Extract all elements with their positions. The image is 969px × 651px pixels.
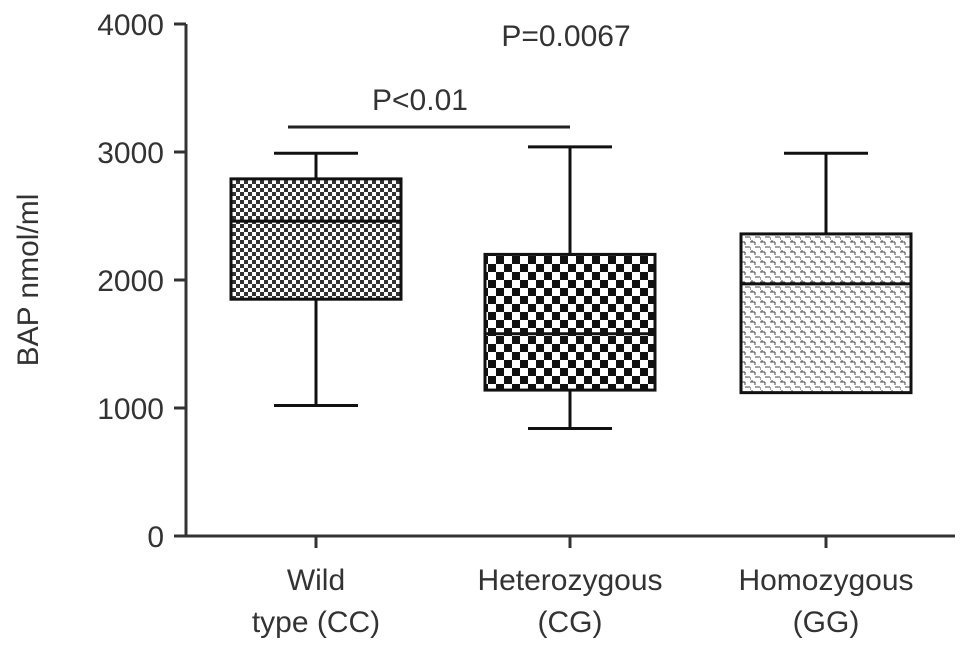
y-tick-label: 0 [147,521,164,554]
box-iqr [483,252,657,392]
x-tick-label: (GG) [793,606,860,639]
y-axis-label: BAP nmol/ml [12,194,45,367]
y-tick-label: 1000 [97,393,164,426]
x-tick-label: (CG) [538,606,603,639]
y-tick-label: 2000 [97,265,164,298]
annotations: P=0.0067 P<0.01 [288,20,631,129]
axes: 0 1000 2000 3000 4000 BAP nmol/ml Wild type (CC… [12,9,955,639]
overall-p-value: P=0.0067 [501,20,630,53]
x-tick-label: Homozygous [738,564,913,597]
box-iqr [739,232,913,395]
box-iqr [229,177,403,301]
boxes [229,145,913,430]
box-group [739,151,913,395]
y-tick-label: 3000 [97,137,164,170]
x-tick-label: type (CC) [252,606,380,639]
x-tick-label: Wild [287,564,345,597]
bracket-p-value: P<0.01 [372,84,468,117]
x-tick-label: Heterozygous [477,564,662,597]
box-group [483,145,657,430]
y-tick-label: 4000 [97,9,164,42]
box-group [229,151,403,407]
